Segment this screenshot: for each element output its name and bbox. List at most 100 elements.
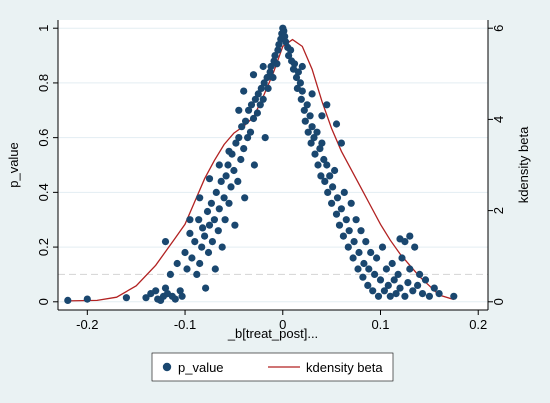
scatter-point-126	[337, 205, 345, 213]
scatter-point-56	[240, 145, 248, 153]
scatter-point-155	[388, 259, 396, 268]
scatter-point-185	[186, 216, 194, 224]
scatter-point-25	[196, 259, 204, 268]
scatter-point-42	[220, 194, 228, 202]
scatter-point-112	[316, 145, 324, 153]
scatter-point-149	[376, 276, 385, 284]
scatter-point-27	[199, 224, 207, 232]
scatter-point-90	[285, 52, 293, 60]
scatter-point-32	[205, 221, 214, 229]
scatter-point-129	[342, 216, 350, 224]
scatter-point-117	[323, 161, 331, 169]
scatter-point-64	[250, 161, 258, 169]
scatter-point-132	[347, 199, 355, 207]
scatter-point-100	[298, 87, 306, 95]
scatter-point-187	[249, 71, 258, 79]
scatter-point-113	[317, 172, 325, 180]
scatter-point-134	[350, 238, 358, 246]
scatter-point-136	[354, 265, 362, 273]
scatter-point-169	[421, 276, 430, 284]
scatter-point-147	[373, 254, 381, 262]
scatter-point-24	[195, 216, 203, 224]
scatter-point-160	[398, 254, 406, 262]
scatter-point-58	[242, 117, 250, 125]
scatter-point-114	[318, 139, 326, 147]
scatter-point-60	[245, 106, 253, 114]
y2-tick-label-3: 6	[491, 25, 506, 32]
scatter-point-29	[202, 284, 210, 292]
scatter-point-190	[308, 90, 316, 98]
scatter-point-63	[249, 114, 258, 123]
scatter-point-151	[380, 287, 388, 295]
scatter-point-19	[183, 265, 191, 273]
y2-tick-label-1: 2	[491, 207, 506, 214]
scatter-point-101	[300, 106, 308, 114]
scatter-point-62	[247, 101, 256, 109]
scatter-point-34	[208, 238, 216, 246]
scatter-point-77	[269, 73, 277, 82]
scatter-point-120	[328, 199, 336, 207]
scatter-point-2	[122, 294, 130, 302]
scatter-point-55	[238, 123, 246, 131]
scatter-point-95	[292, 73, 301, 82]
scatter-point-182	[215, 161, 223, 169]
scatter-point-145	[369, 287, 377, 295]
scatter-point-76	[267, 62, 275, 71]
scatter-point-162	[404, 279, 412, 287]
scatter-point-61	[246, 128, 255, 136]
scatter-point-135	[352, 216, 360, 224]
scatter-point-59	[244, 134, 252, 142]
scatter-point-111	[314, 161, 322, 169]
scatter-point-80	[273, 60, 281, 68]
scatter-point-180	[235, 106, 243, 114]
scatter-point-105	[306, 112, 314, 120]
scatter-point-49	[230, 166, 238, 175]
scatter-point-109	[311, 150, 319, 158]
scatter-point-13	[171, 295, 179, 303]
scatter-point-123	[332, 210, 341, 218]
scatter-point-91	[287, 46, 295, 54]
scatter-point-50	[231, 221, 239, 229]
scatter-point-41	[218, 243, 226, 251]
scatter-series	[64, 24, 458, 304]
y2-axis-title: kdensity beta	[516, 126, 531, 203]
scatter-point-188	[259, 62, 267, 71]
scatter-point-99	[297, 95, 305, 103]
scatter-point-143	[365, 265, 373, 273]
scatter-point-157	[392, 290, 400, 298]
scatter-point-133	[349, 254, 357, 262]
scatter-point-138	[357, 227, 365, 235]
scatter-point-116	[321, 177, 329, 185]
scatter-point-68	[256, 101, 264, 109]
scatter-point-37	[212, 188, 220, 196]
y-tick-label-5: 1	[36, 25, 51, 32]
scatter-point-14	[173, 259, 181, 268]
legend-label-kdensity: kdensity beta	[306, 360, 383, 375]
scatter-point-110	[313, 128, 321, 136]
scatter-point-21	[188, 254, 196, 262]
scatter-point-181	[225, 147, 233, 155]
scatter-point-171	[430, 284, 438, 292]
scatter-point-11	[166, 270, 174, 278]
scatter-point-70	[259, 95, 267, 103]
x-tick-label-4: 0.2	[469, 317, 487, 332]
scatter-point-9	[161, 284, 170, 292]
scatter-point-31	[204, 248, 213, 257]
scatter-point-44	[222, 172, 230, 180]
scatter-point-165	[411, 243, 419, 251]
scatter-point-179	[337, 139, 345, 147]
x-tick-label-1: -0.1	[174, 317, 196, 332]
scatter-point-104	[304, 128, 312, 136]
scatter-point-71	[260, 79, 268, 87]
scatter-point-46	[225, 199, 233, 207]
scatter-point-39	[215, 205, 223, 213]
scatter-point-161	[401, 292, 409, 300]
scatter-point-184	[196, 194, 204, 202]
scatter-point-122	[331, 166, 339, 175]
scatter-point-26	[198, 243, 206, 251]
scatter-point-144	[367, 248, 375, 257]
y-tick-label-3: 0.6	[36, 129, 51, 147]
scatter-point-94	[290, 60, 299, 68]
scatter-point-38	[214, 227, 222, 235]
scatter-point-53	[235, 134, 243, 142]
